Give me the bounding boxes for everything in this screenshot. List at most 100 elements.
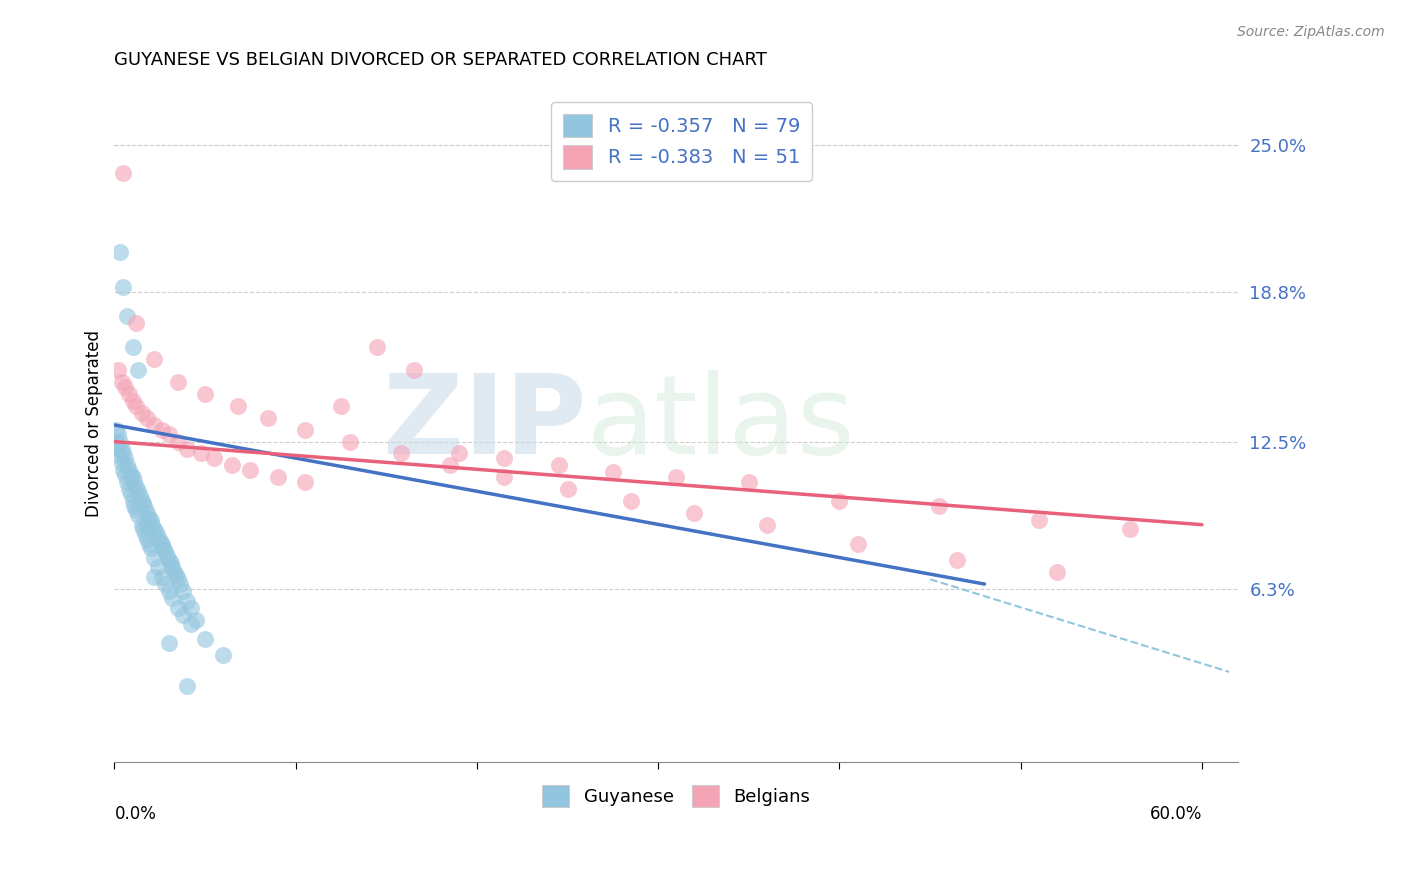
Point [112, 166, 135, 180]
Point [294, 475, 316, 489]
Point [176, 679, 198, 693]
Point [114, 467, 136, 482]
Point [107, 427, 129, 442]
Point [366, 340, 388, 354]
Point [239, 463, 262, 477]
Point [143, 523, 166, 537]
Point [946, 553, 969, 567]
Text: atlas: atlas [586, 370, 855, 477]
Point [153, 544, 176, 558]
Point [180, 600, 202, 615]
Point [257, 410, 280, 425]
Point [136, 506, 159, 520]
Point [494, 470, 516, 484]
Text: ZIP: ZIP [382, 370, 586, 477]
Point [121, 470, 143, 484]
Point [176, 593, 198, 607]
Point [125, 503, 148, 517]
Point [121, 394, 143, 409]
Point [1118, 523, 1140, 537]
Point [180, 617, 202, 632]
Point [115, 458, 138, 473]
Point [165, 567, 187, 582]
Point [166, 434, 188, 449]
Point [111, 456, 134, 470]
Point [143, 550, 166, 565]
Point [169, 577, 191, 591]
Point [141, 517, 163, 532]
Point [112, 446, 135, 460]
Point [115, 475, 138, 489]
Point [139, 513, 162, 527]
Point [118, 482, 141, 496]
Point [557, 482, 579, 496]
Point [1046, 565, 1069, 579]
Point [136, 410, 159, 425]
Point [166, 600, 188, 615]
Point [439, 458, 461, 473]
Point [118, 387, 141, 401]
Point [163, 565, 186, 579]
Point [828, 494, 851, 508]
Point [620, 494, 643, 508]
Point [132, 496, 155, 510]
Point [134, 501, 156, 516]
Point [108, 449, 131, 463]
Point [330, 399, 353, 413]
Point [1028, 513, 1050, 527]
Point [105, 423, 128, 437]
Point [166, 376, 188, 390]
Point [339, 434, 361, 449]
Point [134, 527, 156, 541]
Point [136, 532, 159, 546]
Point [683, 506, 706, 520]
Point [138, 537, 160, 551]
Point [266, 470, 288, 484]
Point [108, 244, 131, 259]
Point [128, 489, 150, 503]
Point [108, 434, 131, 449]
Point [132, 523, 155, 537]
Point [112, 280, 135, 294]
Point [172, 607, 194, 622]
Point [447, 446, 470, 460]
Point [149, 534, 172, 549]
Point [602, 466, 624, 480]
Point [494, 451, 516, 466]
Text: 60.0%: 60.0% [1150, 805, 1202, 822]
Point [194, 387, 217, 401]
Point [127, 508, 149, 523]
Point [120, 487, 142, 501]
Point [127, 484, 149, 499]
Point [107, 363, 129, 377]
Point [221, 458, 243, 473]
Point [146, 560, 169, 574]
Point [124, 499, 146, 513]
Text: 0.0%: 0.0% [114, 805, 156, 822]
Point [139, 541, 162, 556]
Point [131, 517, 153, 532]
Point [389, 446, 412, 460]
Legend: Guyanese, Belgians: Guyanese, Belgians [536, 778, 817, 814]
Point [121, 494, 143, 508]
Point [665, 470, 688, 484]
Point [145, 524, 167, 539]
Point [112, 463, 135, 477]
Point [184, 613, 207, 627]
Point [162, 591, 184, 606]
Text: Source: ZipAtlas.com: Source: ZipAtlas.com [1237, 25, 1385, 39]
Point [150, 570, 173, 584]
Point [166, 572, 188, 586]
Point [547, 458, 569, 473]
Point [846, 537, 869, 551]
Point [111, 376, 134, 390]
Point [125, 480, 148, 494]
Point [143, 570, 166, 584]
Point [150, 537, 173, 551]
Point [150, 423, 173, 437]
Point [294, 423, 316, 437]
Point [157, 553, 180, 567]
Point [202, 451, 225, 466]
Point [152, 541, 174, 556]
Point [127, 363, 149, 377]
